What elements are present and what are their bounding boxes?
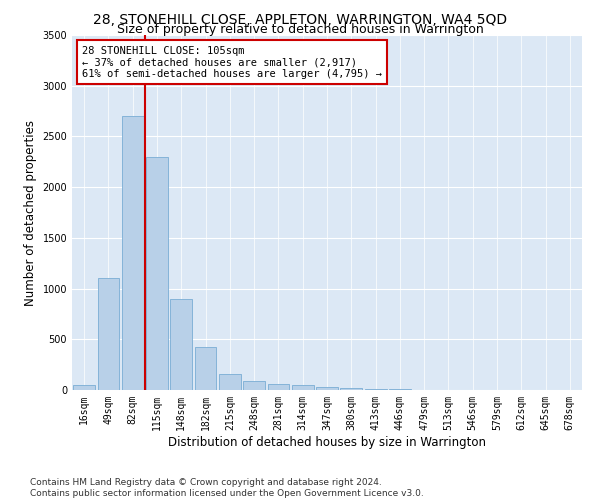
- Bar: [219, 374, 241, 390]
- Bar: [268, 384, 289, 390]
- Bar: [170, 298, 192, 390]
- Text: 28, STONEHILL CLOSE, APPLETON, WARRINGTON, WA4 5QD: 28, STONEHILL CLOSE, APPLETON, WARRINGTO…: [93, 12, 507, 26]
- Bar: [194, 348, 217, 390]
- Bar: [340, 388, 362, 390]
- Bar: [292, 385, 314, 390]
- X-axis label: Distribution of detached houses by size in Warrington: Distribution of detached houses by size …: [168, 436, 486, 448]
- Bar: [97, 278, 119, 390]
- Bar: [73, 385, 95, 390]
- Text: Size of property relative to detached houses in Warrington: Size of property relative to detached ho…: [116, 22, 484, 36]
- Y-axis label: Number of detached properties: Number of detached properties: [24, 120, 37, 306]
- Bar: [365, 389, 386, 390]
- Text: Contains HM Land Registry data © Crown copyright and database right 2024.
Contai: Contains HM Land Registry data © Crown c…: [30, 478, 424, 498]
- Bar: [146, 156, 168, 390]
- Bar: [243, 381, 265, 390]
- Bar: [316, 387, 338, 390]
- Text: 28 STONEHILL CLOSE: 105sqm
← 37% of detached houses are smaller (2,917)
61% of s: 28 STONEHILL CLOSE: 105sqm ← 37% of deta…: [82, 46, 382, 79]
- Bar: [122, 116, 143, 390]
